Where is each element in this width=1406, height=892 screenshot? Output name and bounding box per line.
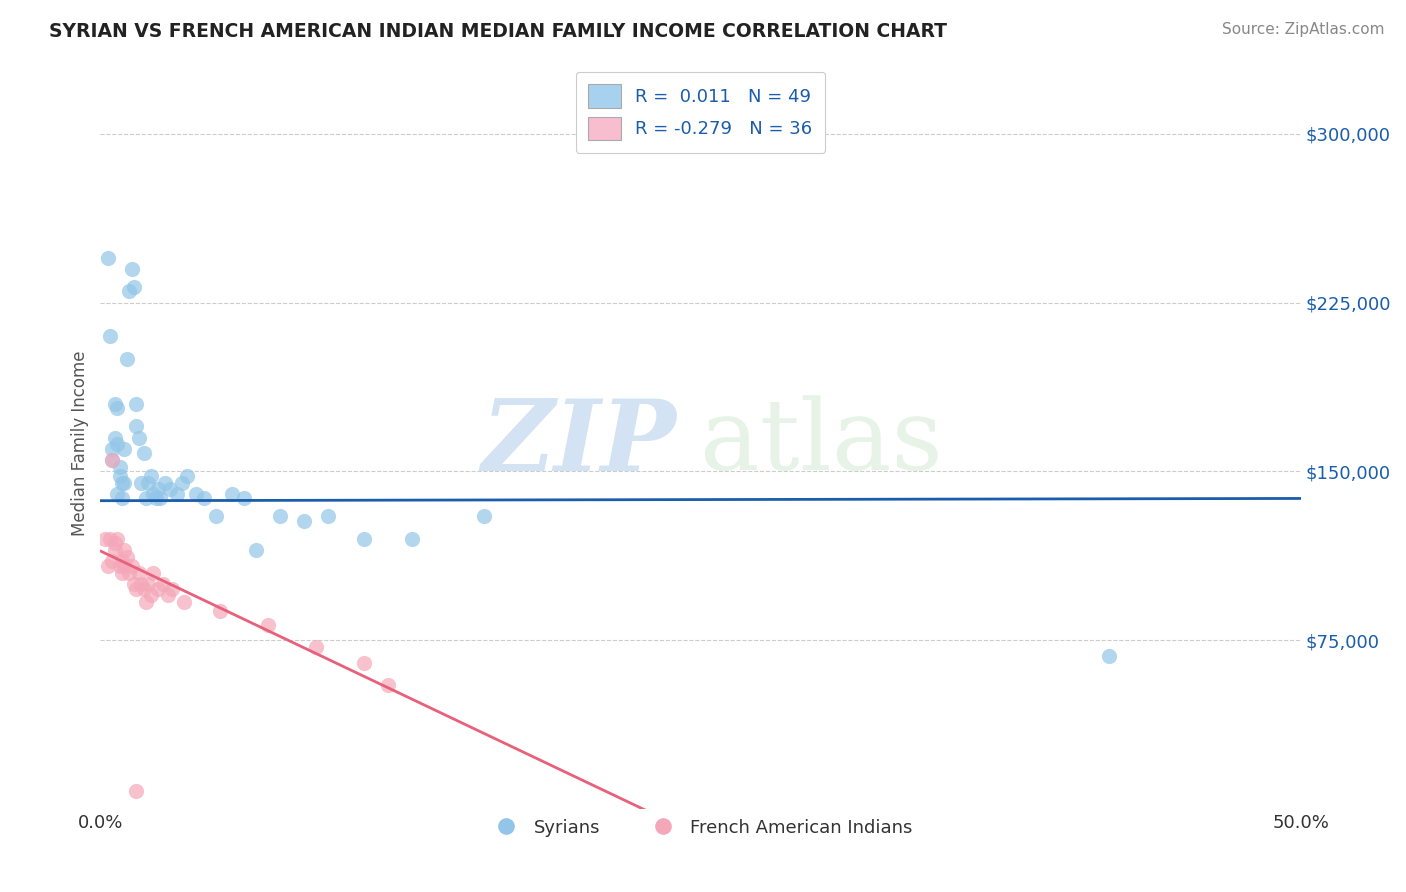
Point [193, 491, 215, 506]
Point [101, 442, 124, 456]
Point [132, 446, 155, 460]
Text: ZIP: ZIP [481, 395, 676, 491]
Point [401, 532, 423, 546]
Point [121, 261, 143, 276]
Point [153, 475, 176, 490]
Point [94, 532, 117, 546]
Point [156, 588, 179, 602]
Point [353, 532, 375, 546]
Text: atlas: atlas [700, 395, 943, 491]
Point [98, 329, 121, 343]
Point [142, 566, 165, 580]
Point [221, 487, 243, 501]
Point [112, 543, 135, 558]
Point [245, 543, 267, 558]
Point [112, 559, 135, 574]
Point [149, 491, 172, 506]
Point [129, 475, 152, 490]
Point [104, 536, 127, 550]
Point [269, 509, 291, 524]
Point [128, 431, 150, 445]
Point [233, 491, 256, 506]
Point [111, 554, 134, 568]
Point [125, 397, 148, 411]
Point [204, 509, 226, 524]
Point [125, 784, 148, 798]
Point [377, 678, 399, 692]
Point [118, 566, 141, 580]
Point [112, 442, 135, 456]
Point [159, 483, 181, 497]
Point [209, 604, 232, 618]
Point [135, 491, 157, 506]
Point [294, 514, 316, 528]
Point [101, 453, 124, 467]
Point [98, 532, 121, 546]
Point [170, 475, 193, 490]
Point [474, 509, 496, 524]
Point [108, 559, 131, 574]
Point [101, 453, 124, 467]
Point [118, 285, 141, 299]
Point [104, 397, 127, 411]
Point [115, 549, 138, 564]
Point [104, 543, 127, 558]
Point [96, 251, 118, 265]
Point [105, 532, 128, 546]
Point [186, 487, 208, 501]
Text: Source: ZipAtlas.com: Source: ZipAtlas.com [1222, 22, 1385, 37]
Point [122, 280, 145, 294]
Point [146, 582, 169, 596]
Point [125, 582, 148, 596]
Point [135, 595, 157, 609]
Point [104, 431, 127, 445]
Point [162, 582, 184, 596]
Point [121, 559, 143, 574]
Point [122, 577, 145, 591]
Point [105, 487, 128, 501]
Point [166, 487, 188, 501]
Point [112, 475, 135, 490]
Legend: Syrians, French American Indians: Syrians, French American Indians [481, 812, 920, 844]
Point [115, 351, 138, 366]
Point [173, 595, 195, 609]
Point [152, 577, 174, 591]
Point [305, 640, 328, 654]
Point [139, 469, 162, 483]
Point [138, 475, 160, 490]
Point [105, 437, 128, 451]
Point [108, 459, 131, 474]
Point [318, 509, 340, 524]
Point [128, 566, 150, 580]
Point [132, 582, 155, 596]
Point [129, 577, 152, 591]
Point [142, 487, 165, 501]
Point [138, 577, 160, 591]
Point [96, 559, 118, 574]
Point [145, 491, 167, 506]
Point [111, 475, 134, 490]
Point [125, 419, 148, 434]
Point [146, 483, 169, 497]
Point [176, 469, 198, 483]
Point [105, 401, 128, 416]
Y-axis label: Median Family Income: Median Family Income [72, 351, 89, 536]
Text: SYRIAN VS FRENCH AMERICAN INDIAN MEDIAN FAMILY INCOME CORRELATION CHART: SYRIAN VS FRENCH AMERICAN INDIAN MEDIAN … [49, 22, 948, 41]
Point [111, 566, 134, 580]
Point [353, 656, 375, 670]
Point [257, 617, 280, 632]
Point [108, 469, 131, 483]
Point [111, 491, 134, 506]
Point [139, 588, 162, 602]
Point [101, 554, 124, 568]
Point [1097, 648, 1119, 663]
